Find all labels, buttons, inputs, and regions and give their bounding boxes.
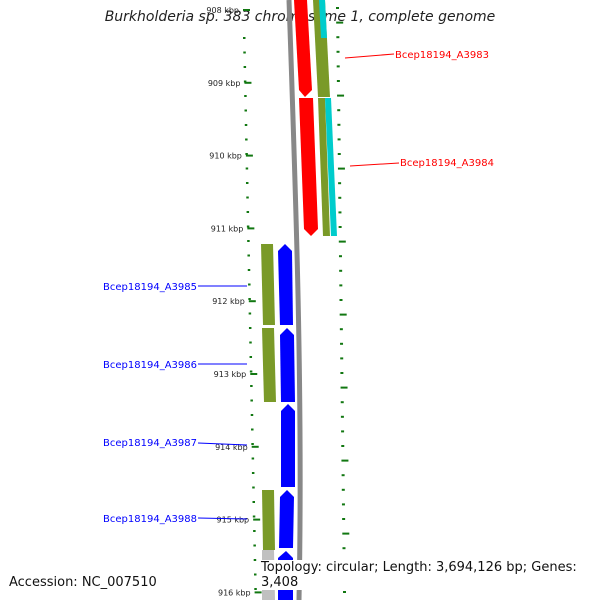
gene-leader-line <box>197 442 248 446</box>
gene-labels: Bcep18194_A3983 Bcep18194_A3984 Bcep18194_… <box>103 50 494 525</box>
scale-tick-label: 911 kbp <box>211 224 244 233</box>
topology-text: Topology: circular; Length: 3,694,126 bp… <box>261 560 600 590</box>
gene-arrow-Bcep18194_A3985 <box>278 244 293 325</box>
cog-bar <box>262 328 276 402</box>
scale-tick-label: 910 kbp <box>209 152 242 161</box>
scale-tick-label: 914 kbp <box>215 443 248 452</box>
scale-tick-label: 908 kbp <box>206 6 239 15</box>
accession-text: Accession: NC_007510 <box>9 575 157 590</box>
scale-tick-label: 915 kbp <box>217 516 250 525</box>
gene-leader-line <box>197 517 248 520</box>
gene-leader-line <box>349 162 400 167</box>
gene-arrow-Bcep18194_A3987 <box>281 404 295 487</box>
cog-bar-alt <box>325 98 337 236</box>
cog-bar <box>261 244 275 325</box>
scale-tick-label: 909 kbp <box>208 79 241 88</box>
gene-arrow-Bcep18194_A3984 <box>299 98 318 236</box>
cog-bar-alt <box>319 0 327 38</box>
gene-label[interactable]: Bcep18194_A3985 <box>103 282 197 293</box>
gene-arrow-Bcep18194_A3988 <box>279 490 294 548</box>
scale-tick-label: 913 kbp <box>214 370 247 379</box>
gene-label[interactable]: Bcep18194_A3983 <box>395 50 489 61</box>
gene-arrow-Bcep18194_A3986 <box>280 328 295 402</box>
gc-skew-ticks <box>243 7 350 593</box>
gene-label[interactable]: Bcep18194_A3988 <box>103 514 197 525</box>
cog-bar <box>262 490 275 550</box>
position-scale: 908 kbp 909 kbp 910 kbp 911 kbp 912 kbp 913 k… <box>206 6 262 597</box>
scale-tick-label: 912 kbp <box>212 297 245 306</box>
cog-bar <box>318 98 330 236</box>
gene-leader-line <box>344 53 395 59</box>
chromosome-backbone <box>286 0 303 600</box>
scale-tick-label: 916 kbp <box>218 588 251 597</box>
gene-arrow-Bcep18194_A3983 <box>294 0 312 97</box>
gene-label[interactable]: Bcep18194_A3984 <box>400 158 494 169</box>
gene-label[interactable]: Bcep18194_A3986 <box>103 360 197 371</box>
gene-label[interactable]: Bcep18194_A3987 <box>103 438 197 449</box>
